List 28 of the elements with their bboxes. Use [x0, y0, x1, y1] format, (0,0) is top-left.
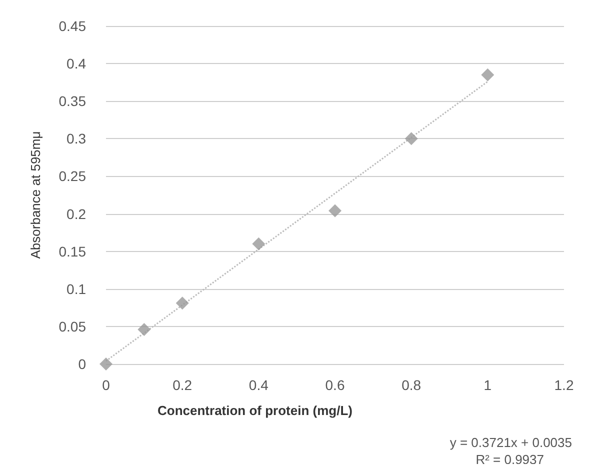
y-tick-label: 0.15 — [58, 243, 86, 260]
point — [138, 322, 151, 336]
x-tick-label: 0 — [102, 377, 110, 393]
point — [252, 237, 266, 250]
text: y = 0.3721x + 0.0035 — [450, 435, 572, 450]
x-axis-title: Concentration of protein (mg/L) — [158, 403, 352, 418]
y-tick-label: 0.3 — [66, 130, 86, 147]
y-tick-label: 0.1 — [66, 280, 86, 297]
y-tick-label: 0.25 — [58, 168, 86, 184]
x-tick-label: 1 — [484, 377, 492, 393]
point — [176, 296, 189, 310]
text: R² = 0.9937 — [476, 452, 544, 467]
x-tick-label: 0.4 — [248, 377, 269, 393]
x-tick-label: 0.6 — [325, 377, 345, 393]
point — [404, 132, 418, 146]
point — [328, 204, 342, 218]
y-tick-label: 0.45 — [58, 18, 86, 34]
y-tick-label: 0.2 — [66, 206, 86, 222]
y-axis-title: Absorbance at 595mμ — [28, 131, 43, 259]
x-tick-label: 1.2 — [554, 377, 574, 393]
y-tick-label: 0 — [78, 356, 86, 372]
point — [481, 68, 494, 82]
y-tick-label: 0.05 — [58, 318, 86, 334]
x-tick-label: 0.8 — [402, 377, 422, 393]
x-tick-label: 0.2 — [172, 377, 192, 393]
y-tick-label: 0.35 — [58, 93, 86, 110]
point — [100, 358, 112, 370]
y-tick-label: 0.4 — [66, 56, 86, 72]
